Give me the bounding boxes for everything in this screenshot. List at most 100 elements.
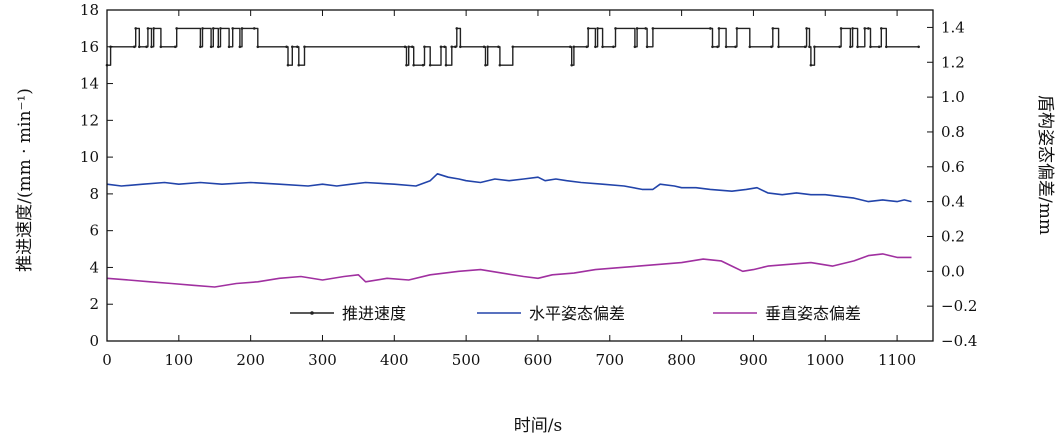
left-y-tick-label: 16 <box>80 38 99 56</box>
series-point <box>709 27 712 30</box>
series-point <box>877 45 881 49</box>
series-point <box>771 27 775 30</box>
left-y-tick-label: 10 <box>80 148 99 166</box>
series-point <box>421 63 425 67</box>
series-point <box>839 27 843 30</box>
x-tick-label: 700 <box>595 351 624 369</box>
series-point <box>885 45 888 49</box>
x-tick-label: 200 <box>236 351 265 369</box>
series-point <box>443 45 446 49</box>
series-point <box>138 45 141 49</box>
x-tick-label: 100 <box>165 351 194 369</box>
series-point <box>297 63 301 67</box>
series-point <box>612 45 615 49</box>
right-y-tick-label: 0.8 <box>941 123 965 141</box>
series-point <box>851 27 854 30</box>
plot-frame <box>106 9 934 342</box>
series-point <box>459 45 462 49</box>
series-point <box>734 45 737 49</box>
legend-label: 推进速度 <box>342 304 406 323</box>
x-axis-title: 时间/s <box>514 416 562 436</box>
series-point <box>635 27 639 30</box>
series-point <box>132 45 136 49</box>
left-y-tick-label: 0 <box>89 332 99 350</box>
series-point <box>711 45 714 49</box>
series-point <box>498 63 502 67</box>
series-point <box>201 27 204 30</box>
series-point <box>803 45 807 49</box>
series-point <box>231 27 234 30</box>
series-point <box>867 27 870 30</box>
series-point <box>428 63 432 67</box>
left-y-tick-label: 14 <box>80 75 99 93</box>
x-tick-label: 900 <box>739 351 768 369</box>
series-point <box>227 45 231 49</box>
series-point <box>645 45 649 49</box>
left-y-tick-label: 4 <box>89 258 99 276</box>
left-y-tick-label: 18 <box>80 1 99 19</box>
left-y-tick-label: 8 <box>89 185 99 203</box>
right-y-tick-label: 1.4 <box>941 18 965 36</box>
left-y-tick-label: 6 <box>89 222 99 240</box>
series-point <box>596 27 599 30</box>
series-point <box>412 63 415 67</box>
x-tick-label: 600 <box>524 351 553 369</box>
series-point <box>863 27 867 30</box>
right-y-axis-title: 盾构姿态偏差/mm <box>1035 95 1055 235</box>
right-y-tick-label: −0.2 <box>941 297 977 315</box>
left-y-axis-title: 推进速度/(mm · min⁻¹) <box>15 88 35 272</box>
series-point <box>450 45 454 49</box>
series-point <box>770 45 773 49</box>
series-point <box>614 27 617 30</box>
series-point <box>644 27 647 30</box>
series-point <box>152 27 155 30</box>
series-point <box>813 45 816 49</box>
series-point <box>601 45 604 49</box>
series-point <box>209 45 213 49</box>
series-point <box>150 45 153 49</box>
right-y-tick-label: 0.2 <box>941 227 965 245</box>
legend-label: 水平姿态偏差 <box>529 304 625 323</box>
series-point <box>212 27 215 30</box>
series-point <box>917 45 920 49</box>
series-point <box>455 27 459 30</box>
legend-marker <box>310 311 314 315</box>
series-point <box>869 45 872 49</box>
right-y-tick-label: −0.4 <box>941 332 977 350</box>
series-point <box>838 45 841 49</box>
series-point <box>735 27 739 30</box>
series-point <box>849 45 852 49</box>
series-point <box>572 45 576 49</box>
x-tick-label: 500 <box>452 351 481 369</box>
series-point <box>217 45 220 49</box>
series-point <box>256 45 260 49</box>
series-point <box>407 45 410 49</box>
x-tick-label: 300 <box>308 351 337 369</box>
series-point <box>454 45 457 49</box>
series-point <box>159 45 163 49</box>
series-point <box>175 27 178 30</box>
series-point <box>568 45 572 49</box>
right-y-tick-label: 0.6 <box>941 158 965 176</box>
series-point <box>808 45 811 49</box>
series-point <box>482 45 486 49</box>
series-point <box>717 27 721 30</box>
series-point <box>145 45 148 49</box>
series-point <box>238 45 242 49</box>
series-point <box>809 63 813 67</box>
x-tick-label: 800 <box>667 351 696 369</box>
series-point <box>296 45 299 49</box>
series-point <box>651 27 655 30</box>
series-point <box>585 45 589 49</box>
series-point <box>286 63 290 67</box>
series-point <box>511 45 515 49</box>
x-tick-label: 400 <box>380 351 409 369</box>
series-point <box>173 45 177 49</box>
x-tick-label: 1100 <box>878 351 916 369</box>
left-y-tick-label: 2 <box>89 295 99 313</box>
series-point <box>134 27 138 30</box>
series-point <box>252 27 256 30</box>
series-point <box>724 45 728 49</box>
right-y-tick-label: 1.0 <box>941 88 965 106</box>
